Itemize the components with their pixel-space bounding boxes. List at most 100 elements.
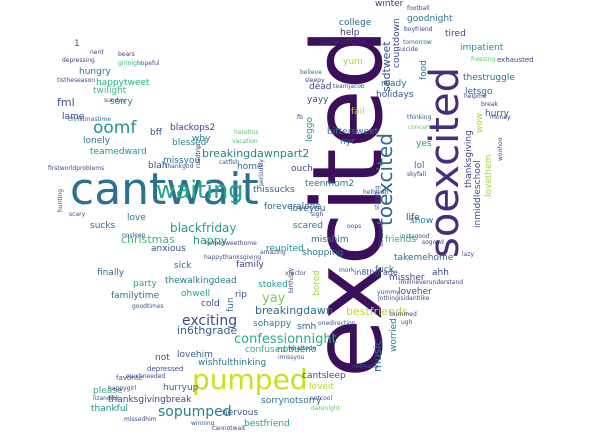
word-teenmom2: teenmom2 [305, 179, 355, 189]
word-bittersweet: bittersweet [327, 127, 379, 137]
word-scary: scary [69, 211, 86, 218]
word-hatethis: hatethis [234, 129, 259, 136]
word-sunday: sunday [104, 97, 126, 104]
word-fuck: fuck [375, 265, 395, 275]
word-fail: fail [351, 107, 365, 117]
word-leggo: leggo [305, 117, 315, 142]
word-yay: yay [262, 291, 286, 306]
word-concert: concert [408, 124, 431, 131]
word-lazy: lazy [462, 251, 475, 258]
word-loveit: loveit [309, 382, 334, 392]
word-mork: mork [339, 267, 355, 274]
word-breakingdawn: breakingdawn [255, 304, 333, 317]
word-thewalkingdead: thewalkingdead [165, 276, 237, 286]
word-shopping: shopping [302, 248, 344, 258]
word-confessionnight: confessionnight [234, 332, 337, 347]
word-not: not [155, 353, 170, 363]
word-ahh: ahh [432, 268, 449, 278]
word-muchneeded: muchneeded [126, 373, 166, 380]
word-loveyou: loveyou [290, 204, 326, 214]
word-basketball: basketball [320, 37, 367, 47]
word-yayy: yayy [307, 95, 329, 105]
word-ouch: ouch [291, 164, 313, 174]
word-1: 1 [74, 39, 80, 49]
word-thankgod: thankgod [165, 163, 194, 170]
word-please: please [93, 386, 123, 396]
word-college: college [339, 18, 372, 28]
word-break: break [481, 101, 498, 108]
word-pumped: pumped [192, 363, 308, 396]
word-goodnight: goodnight [407, 14, 453, 24]
word-winning: winning [191, 420, 215, 427]
word-happy: happy [193, 234, 228, 247]
word-letsgo: letsgo [465, 87, 493, 97]
word-suicide: suicide [397, 46, 419, 53]
word-hurryup: hurryup [163, 383, 199, 393]
word-breakingdawnpart2: breakingdawnpart2 [202, 147, 310, 160]
word-bestfriends: bestfriends [346, 305, 408, 318]
word-sucks: sucks [90, 221, 116, 231]
word-happythanksgiving: happythanksgiving [204, 254, 262, 261]
word-ugh: ugh [401, 319, 413, 326]
word-sigh: sigh [311, 211, 324, 218]
word-inmiddleschool: inmiddleschool [473, 160, 483, 228]
word-snow: snow [410, 216, 434, 226]
word-bored: bored [312, 270, 322, 296]
word-helpme: helpme [464, 93, 487, 100]
word-blah: blah [148, 161, 168, 171]
word-thanksgivingbreak: thanksgivingbreak [108, 395, 192, 405]
word-girlnight: girlnight [118, 60, 144, 67]
word-exciting: exciting [182, 313, 238, 329]
word-misshim: misshim [311, 235, 349, 245]
word-oomf: oomf [93, 118, 137, 138]
word-bears: bears [118, 51, 135, 58]
word-smh: smh [297, 322, 317, 332]
word-soexcited: soexcited [422, 67, 468, 258]
word-familytime: familytime [111, 291, 160, 301]
word-bff: bff [150, 128, 162, 138]
word-lovethem: lovethem [484, 154, 494, 197]
word-life: life [406, 213, 420, 223]
word-christmas: christmas [121, 233, 175, 246]
word-instagood: instagood [400, 233, 430, 240]
word-birthday: birthday [288, 267, 295, 293]
word-lovehim: lovehim [177, 350, 213, 360]
word-yum: yum [343, 57, 363, 67]
word-favorite: favorite [116, 374, 144, 382]
word-yummy: yummy [377, 289, 400, 296]
word-notreally: notreally [352, 363, 379, 370]
word-imissyou: imissyou [278, 354, 305, 361]
word-believe: believe [300, 69, 322, 76]
word-happygirl: happygirl [108, 385, 137, 392]
word-sorry: sorry [110, 97, 133, 107]
word-sogood: sogood [422, 239, 444, 246]
word-nervous: nervous [222, 408, 259, 418]
word-fml: fml [57, 96, 75, 109]
word-football: football [407, 5, 430, 12]
word-hellyeah: hellyeah [363, 189, 389, 196]
word-lonely: lonely [83, 136, 111, 146]
word-nerd: nerd [90, 49, 104, 56]
word-catfish: catfish [219, 159, 240, 166]
word-lame: lame [62, 112, 85, 122]
word-tistheseason: tistheseason [57, 77, 96, 84]
word-boyfriend: boyfriend [404, 26, 433, 33]
word-missher: missher [389, 273, 425, 283]
word-in8thgrade: in8thgrade [354, 268, 398, 277]
word-waiting: waiting [156, 176, 244, 204]
word-foreveralone: foreveralone [264, 202, 322, 212]
word-money: money [490, 114, 511, 121]
word-thinking: thinking [407, 114, 432, 121]
word-reunited: reunited [266, 244, 304, 254]
word-bestfriend: bestfriend [244, 419, 290, 429]
word-family: family [236, 260, 264, 270]
word-datenight: datenight [311, 405, 340, 412]
word-sohappy: sohappy [253, 319, 292, 329]
word-seriously: seriously [258, 159, 265, 186]
word-blackops2: blackops2 [170, 123, 216, 133]
word-worried: worried [389, 318, 399, 352]
word-amazing: amazing [260, 249, 286, 256]
word-missedhim: missedhim [124, 416, 157, 423]
word-loveher: loveher [398, 287, 432, 297]
